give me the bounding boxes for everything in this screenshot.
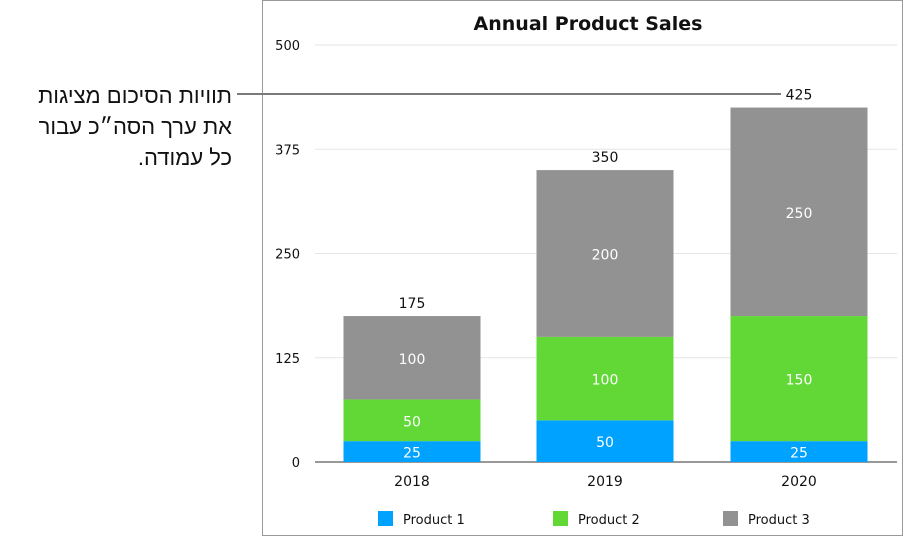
y-tick-label: 0 [292, 456, 300, 471]
bar-segment-product-2 [536, 336, 674, 421]
legend-label: Product 3 [748, 513, 810, 528]
y-tick-label: 375 [275, 143, 300, 158]
data-label: 50 [403, 414, 421, 430]
y-tick-label: 250 [275, 248, 300, 263]
legend-label: Product 2 [578, 513, 640, 528]
legend-swatch [553, 511, 568, 526]
callout-line: תוויות הסיכום מציגות [38, 83, 232, 108]
bar-segment-product-1 [536, 420, 674, 462]
x-tick-label: 2018 [394, 474, 430, 490]
bar-segment-product-2 [343, 399, 481, 442]
data-label: 250 [786, 206, 813, 222]
total-label: 350 [592, 150, 619, 166]
bar-segment-product-3 [730, 107, 868, 317]
total-label: 175 [399, 296, 426, 312]
callout-line: את ערך הסה״כ עבור [38, 114, 232, 139]
x-tick-label: 2020 [781, 474, 817, 490]
legend-label: Product 1 [403, 513, 465, 528]
data-label: 200 [592, 248, 619, 264]
data-label: 150 [786, 373, 813, 389]
chart-title: Annual Product Sales [474, 13, 703, 35]
data-label: 25 [403, 446, 421, 462]
callout-annotation: תוויות הסיכום מציגות את ערך הסה״כ עבור כ… [0, 80, 232, 173]
bar-segment-product-3 [536, 170, 674, 337]
bar-segment-product-3 [343, 316, 481, 400]
data-label: 25 [790, 446, 808, 462]
data-label: 100 [399, 352, 426, 368]
legend-swatch [378, 511, 393, 526]
bar-segment-product-1 [343, 441, 481, 462]
y-tick-label: 500 [275, 39, 300, 54]
bar-segment-product-2 [730, 316, 868, 442]
x-tick-label: 2019 [587, 474, 623, 490]
data-label: 100 [592, 373, 619, 389]
data-label: 50 [596, 435, 614, 451]
bar-segment-product-1 [730, 441, 868, 462]
y-tick-label: 125 [275, 352, 300, 367]
callout-line: כל עמודה. [137, 145, 232, 170]
legend-swatch [723, 511, 738, 526]
total-label: 425 [786, 88, 813, 104]
